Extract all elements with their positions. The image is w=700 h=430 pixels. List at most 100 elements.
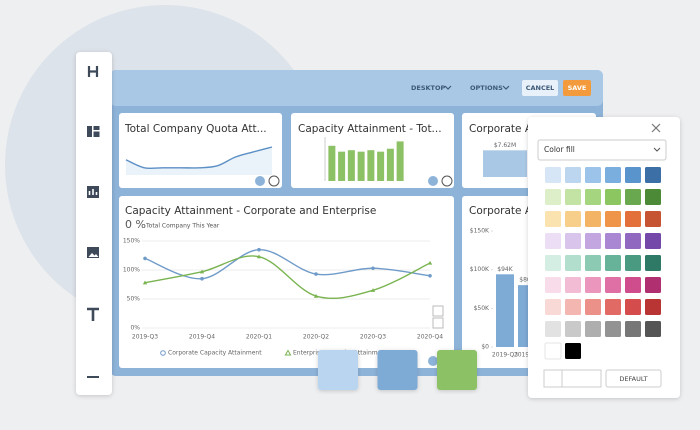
point	[370, 288, 376, 292]
color-swatch[interactable]	[545, 189, 561, 205]
color-swatch[interactable]	[585, 255, 601, 271]
color-swatch[interactable]	[645, 189, 661, 205]
point	[199, 269, 205, 274]
color-swatch[interactable]	[605, 277, 621, 293]
user-icon[interactable]	[441, 175, 453, 187]
point	[143, 256, 147, 261]
data-label: $7.62M	[494, 142, 516, 149]
color-swatch[interactable]	[545, 299, 561, 315]
color-swatch[interactable]	[625, 277, 641, 293]
color-swatch[interactable]	[625, 167, 641, 183]
options-menu[interactable]: OPTIONS	[470, 84, 503, 92]
bar	[367, 150, 375, 181]
point	[428, 274, 432, 278]
filter-icon[interactable]	[428, 356, 438, 366]
color-swatch[interactable]	[605, 233, 621, 249]
color-swatch[interactable]	[565, 189, 581, 205]
y-tick-label: $0	[481, 344, 489, 351]
color-swatch[interactable]	[565, 255, 581, 271]
color-swatch[interactable]	[625, 321, 641, 337]
close-button[interactable]	[651, 123, 661, 133]
color-swatch[interactable]	[545, 167, 561, 183]
color-swatch[interactable]	[605, 321, 621, 337]
bar	[496, 274, 514, 347]
color-swatch[interactable]	[605, 255, 621, 271]
fill-dropdown[interactable]	[537, 139, 667, 161]
color-swatch[interactable]	[645, 321, 661, 337]
color-swatch[interactable]	[585, 233, 601, 249]
card-title: Corporate Av...	[469, 205, 547, 217]
hex-input[interactable]	[543, 369, 602, 388]
color-swatch[interactable]	[565, 277, 581, 293]
layout-tool[interactable]	[87, 126, 100, 137]
save-button[interactable]	[563, 80, 591, 96]
x-tick-label: 2020-Q2	[303, 334, 329, 341]
color-swatch[interactable]	[625, 233, 641, 249]
color-swatch[interactable]	[605, 167, 621, 183]
color-swatch[interactable]	[585, 189, 601, 205]
default-button[interactable]	[605, 369, 662, 388]
color-swatch[interactable]	[585, 167, 601, 183]
color-swatch[interactable]	[585, 211, 601, 227]
y-tick-label: $100K	[470, 266, 490, 273]
color-swatch[interactable]	[645, 233, 661, 249]
color-swatch[interactable]	[565, 211, 581, 227]
filter-icon[interactable]	[428, 176, 438, 186]
cancel-label: CANCEL	[526, 84, 555, 92]
color-swatch[interactable]	[565, 343, 581, 359]
x-tick-label: 2019-Q3	[492, 352, 518, 359]
color-swatch[interactable]	[565, 299, 581, 315]
x-tick-label: 2020-Q3	[360, 334, 386, 341]
text-tool[interactable]	[87, 307, 99, 321]
color-swatch[interactable]	[645, 299, 661, 315]
color-swatch-large	[377, 350, 418, 390]
cancel-button[interactable]	[522, 80, 558, 96]
color-swatch[interactable]	[605, 211, 621, 227]
heading-tool[interactable]	[87, 66, 99, 77]
point	[142, 280, 148, 285]
color-swatch[interactable]	[565, 167, 581, 183]
card-title: Capacity Attainment - Corporate and Ente…	[125, 205, 376, 217]
view-select[interactable]: DESKTOP	[411, 84, 446, 92]
legend-marker	[160, 350, 166, 356]
user-icon[interactable]	[268, 175, 280, 187]
card[interactable]	[119, 196, 454, 368]
color-swatch[interactable]	[565, 321, 581, 337]
color-swatch[interactable]	[545, 277, 561, 293]
point	[314, 272, 318, 276]
color-swatch[interactable]	[625, 211, 641, 227]
color-swatch[interactable]	[585, 321, 601, 337]
chart-tool-glyph	[88, 189, 98, 195]
color-swatch[interactable]	[565, 233, 581, 249]
line	[144, 255, 431, 300]
color-swatch[interactable]	[605, 189, 621, 205]
color-swatch[interactable]	[545, 211, 561, 227]
color-swatch[interactable]	[625, 299, 641, 315]
line	[144, 248, 431, 280]
point	[313, 293, 319, 298]
color-swatch[interactable]	[625, 255, 641, 271]
color-swatch[interactable]	[545, 233, 561, 249]
color-swatch[interactable]	[585, 277, 601, 293]
color-swatch[interactable]	[605, 299, 621, 315]
color-swatch[interactable]	[545, 321, 561, 337]
zoom-out[interactable]	[432, 317, 444, 329]
color-swatch[interactable]	[645, 211, 661, 227]
color-swatch[interactable]	[585, 299, 601, 315]
point	[200, 276, 204, 281]
legend-label: Corporate Capacity Attainment	[168, 350, 262, 357]
color-swatch[interactable]	[545, 255, 561, 271]
filter-icon[interactable]	[255, 176, 265, 186]
color-swatch[interactable]	[645, 277, 661, 293]
color-swatch[interactable]	[625, 189, 641, 205]
save-label: SAVE	[568, 84, 587, 92]
y-tick-label: $150K	[470, 228, 490, 235]
zoom-in[interactable]	[432, 305, 444, 317]
point	[427, 260, 433, 265]
color-swatch[interactable]	[645, 167, 661, 183]
color-swatch[interactable]	[544, 342, 562, 360]
color-swatch[interactable]	[645, 255, 661, 271]
y-tick-label: 50%	[127, 296, 141, 303]
card-title: Corporate Av...	[469, 123, 547, 135]
